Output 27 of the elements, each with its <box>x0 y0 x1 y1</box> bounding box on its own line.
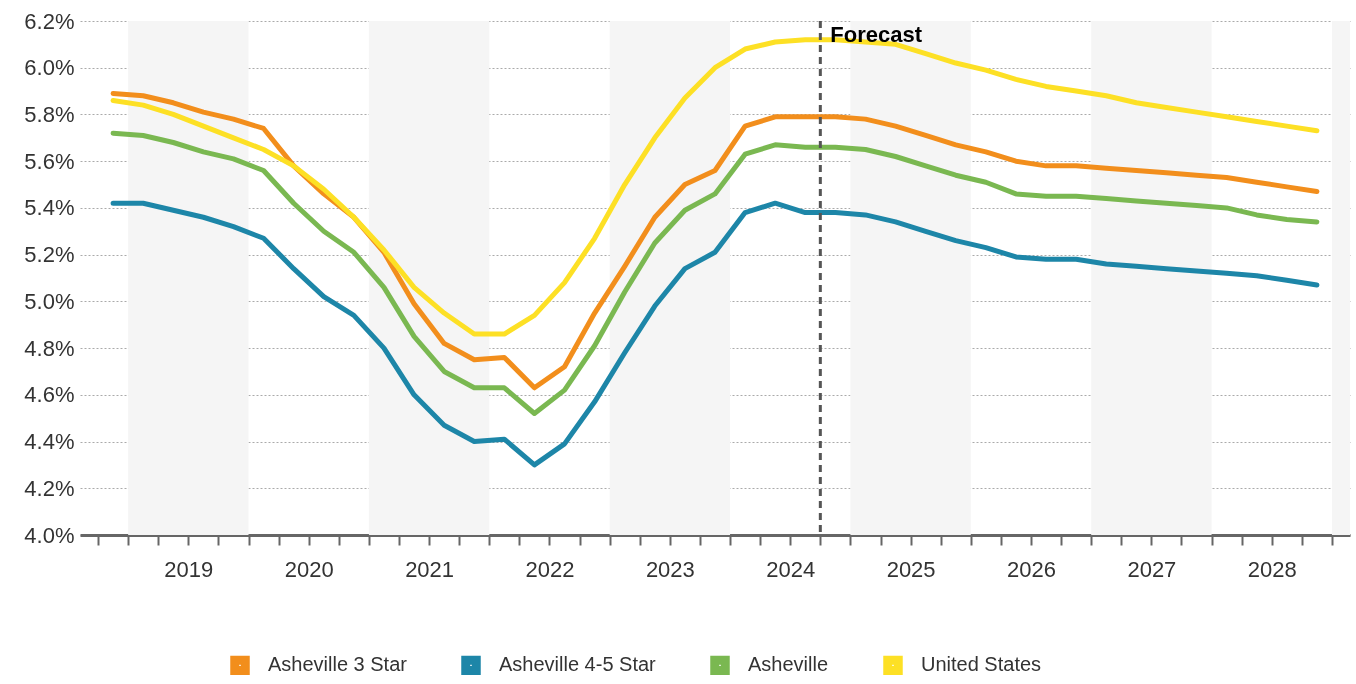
y-tick-label: 5.6% <box>24 148 75 174</box>
y-tick-label: 5.8% <box>24 101 75 127</box>
y-tick-label: 4.4% <box>24 429 75 455</box>
y-tick-label: 4.2% <box>24 475 75 501</box>
legend-label: Asheville 3 Star <box>268 653 408 676</box>
x-tick-label: 2022 <box>525 556 575 582</box>
y-tick-label: 4.6% <box>24 382 75 408</box>
x-tick-label: 2026 <box>1007 556 1056 582</box>
x-tick-label: 2019 <box>164 556 214 582</box>
y-tick-label: 6.2% <box>24 8 75 34</box>
y-tick-label: 4.8% <box>24 335 75 361</box>
x-tick-label: 2025 <box>886 556 936 582</box>
x-tick-label: 2027 <box>1127 556 1177 582</box>
legend-label: Asheville <box>748 653 829 676</box>
y-tick-label: 4.0% <box>24 522 75 548</box>
y-tick-label: 5.2% <box>24 242 75 268</box>
x-tick-label: 2021 <box>405 556 455 582</box>
legend-label: United States <box>921 653 1042 676</box>
y-tick-label: 5.4% <box>24 195 75 221</box>
x-tick-label: 2024 <box>766 556 816 582</box>
y-tick-label: 5.0% <box>24 288 75 314</box>
ref-line-label: Forecast <box>830 22 923 47</box>
x-tick-label: 2020 <box>284 556 334 582</box>
legend-label: Asheville 4-5 Star <box>499 653 657 676</box>
y-tick-label: 6.0% <box>24 55 75 81</box>
x-tick-label: 2023 <box>645 556 695 582</box>
x-tick-label: 2028 <box>1247 556 1297 582</box>
